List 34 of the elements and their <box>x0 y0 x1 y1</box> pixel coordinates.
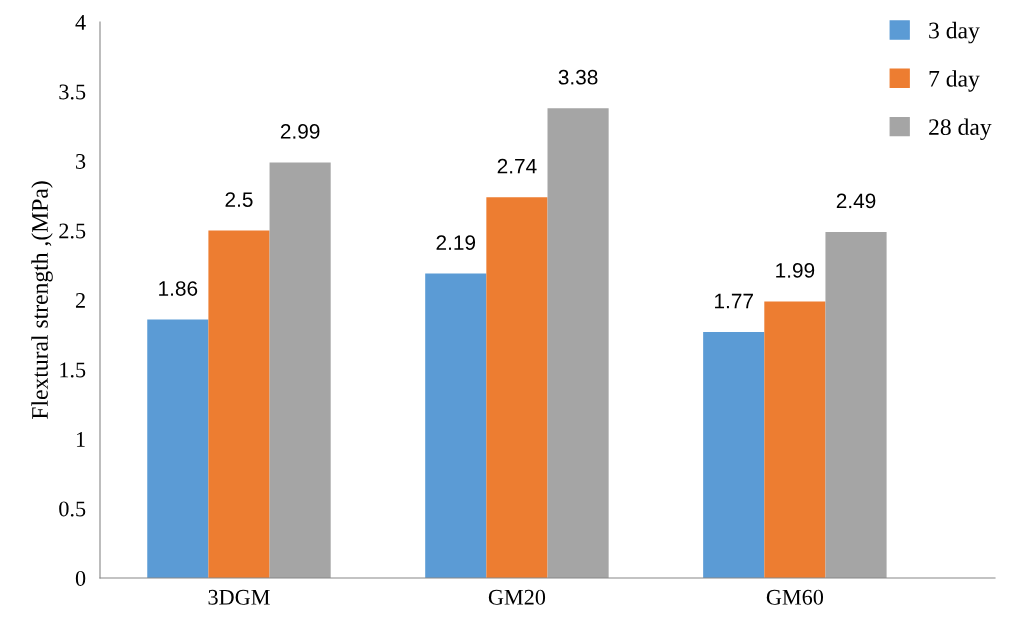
y-tick-label: 3.5 <box>59 84 86 100</box>
y-tick-label: 2.5 <box>59 223 86 239</box>
y-tick-label: 1.5 <box>60 362 86 378</box>
data-label: 1.99 <box>776 263 815 278</box>
legend-label: 28 day <box>929 118 992 140</box>
data-label: 2.5 <box>225 192 253 207</box>
bar <box>764 301 826 578</box>
y-tick-label: 4 <box>75 15 86 30</box>
bar <box>425 273 487 578</box>
data-label: 2.49 <box>836 193 876 209</box>
y-tick-label: 1 <box>76 432 85 447</box>
legend-label: 7 day <box>929 70 980 92</box>
x-tick-label: GM60 <box>766 589 824 605</box>
x-tick-label: GM20 <box>488 589 546 605</box>
y-tick-label: 0 <box>75 570 86 586</box>
bar <box>547 108 609 578</box>
bar <box>703 331 765 578</box>
y-tick-label: 3 <box>76 153 86 169</box>
data-label: 1.77 <box>715 293 753 309</box>
x-tick-label: 3DGM <box>208 589 270 605</box>
data-label: 2.99 <box>280 124 320 139</box>
legend-label: 3 day <box>929 21 980 44</box>
bar <box>269 162 331 578</box>
data-label: 2.19 <box>436 235 476 251</box>
bar <box>147 319 209 578</box>
y-tick-label: 2 <box>75 292 85 308</box>
y-tick-label: 0.5 <box>59 501 86 517</box>
y-axis-title: Flextural strength ,(MPa) <box>31 181 53 419</box>
bar <box>208 230 270 578</box>
data-label: 2.74 <box>497 158 537 174</box>
bar <box>825 231 887 578</box>
bar <box>486 197 548 578</box>
data-label: 1.86 <box>159 281 198 296</box>
data-label: 3.38 <box>558 69 598 85</box>
